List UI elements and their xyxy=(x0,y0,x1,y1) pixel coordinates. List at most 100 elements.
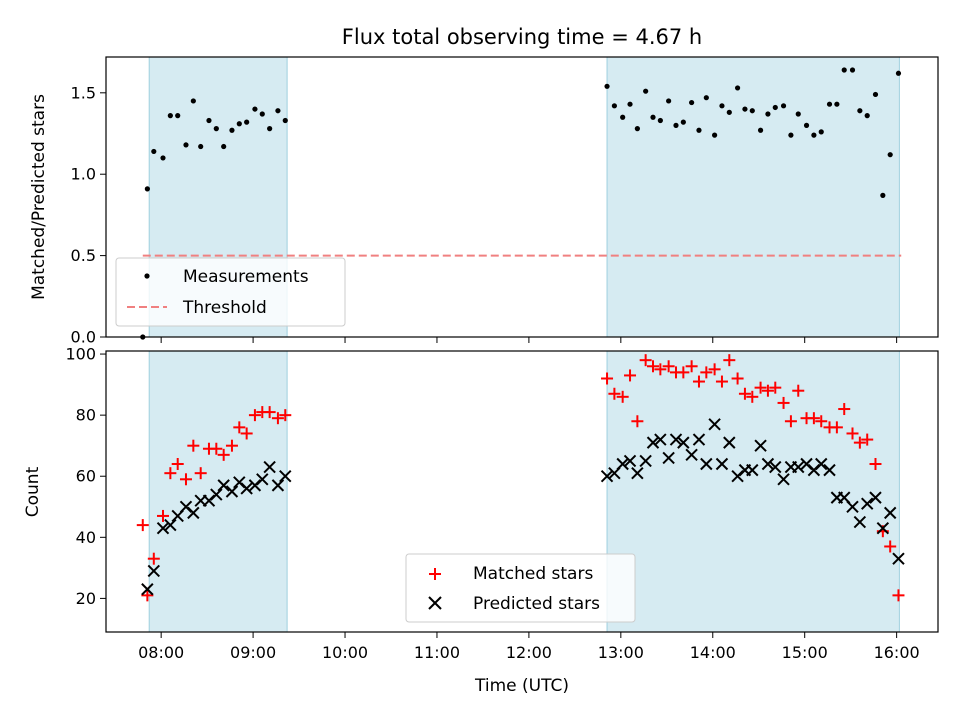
measurement-point xyxy=(650,114,656,120)
measurement-point xyxy=(880,192,886,198)
measurement-point xyxy=(259,111,265,117)
x-axis-label: Time (UTC) xyxy=(474,676,569,696)
measurements-legend-marker xyxy=(144,273,150,279)
matched-star-point xyxy=(187,439,200,452)
measurement-point xyxy=(198,143,204,150)
measurement-point xyxy=(206,117,212,124)
measurement-point xyxy=(160,155,166,161)
predicted-star-point xyxy=(861,497,874,510)
matched-star-point xyxy=(838,403,851,416)
top-legend-box xyxy=(115,257,346,327)
matched-star-point xyxy=(692,375,705,388)
predicted-stars-legend-marker xyxy=(428,596,442,610)
y-tick-label: 80 xyxy=(76,406,96,425)
predicted-star-point xyxy=(700,457,713,471)
predicted-star-point xyxy=(217,479,230,492)
measurements-legend-label: Measurements xyxy=(183,267,309,287)
matched-star-point xyxy=(179,473,192,486)
predicted-star-point xyxy=(777,473,790,486)
predicted-star-point xyxy=(892,552,905,565)
bottom-legend: Matched stars Predicted stars xyxy=(405,553,636,623)
measurement-point xyxy=(689,99,695,106)
measurement-point xyxy=(757,127,764,133)
matched-star-point xyxy=(715,375,728,388)
matched-star-point xyxy=(279,409,292,422)
predicted-star-point xyxy=(754,439,767,452)
measurement-point xyxy=(666,98,672,104)
matched-star-point xyxy=(263,406,276,419)
measurement-point xyxy=(627,101,633,107)
measurement-point xyxy=(620,114,626,120)
measurement-point xyxy=(849,67,856,73)
measurement-point xyxy=(175,113,181,119)
predicted-star-point xyxy=(639,454,652,468)
y-tick-label: 1.5 xyxy=(71,83,96,102)
top-plot-frame xyxy=(105,56,939,338)
predicted-star-point xyxy=(279,470,292,483)
predicted-star-point xyxy=(746,463,759,477)
measurement-point xyxy=(734,85,741,91)
predicted-star-point xyxy=(210,488,223,501)
predicted-star-point xyxy=(263,460,276,474)
matched-star-point xyxy=(700,366,713,379)
measurement-point xyxy=(151,148,157,155)
x-tick-label: 15:00 xyxy=(782,643,828,662)
measurement-point xyxy=(749,108,755,114)
matched-star-point xyxy=(624,369,637,382)
measurement-point xyxy=(765,111,771,117)
matched-star-point xyxy=(723,354,736,367)
measurement-point xyxy=(742,106,748,112)
matched-star-point xyxy=(248,409,261,422)
matched-star-point xyxy=(601,372,614,385)
top-shaded-intervals xyxy=(148,56,900,338)
predicted-star-point xyxy=(815,457,828,471)
measurement-point xyxy=(604,83,610,89)
top-y-axis-label: Matched/Predicted stars xyxy=(29,94,49,300)
x-tick-label: 16:00 xyxy=(874,643,920,662)
measurement-point xyxy=(795,111,801,117)
predicted-star-point xyxy=(240,482,253,495)
matched-star-point xyxy=(210,442,223,455)
predicted-stars-series xyxy=(141,418,905,596)
y-tick-label: 1.0 xyxy=(71,165,96,184)
measurement-point xyxy=(275,108,281,114)
predicted-star-point xyxy=(662,451,675,465)
x-tick-label: 10:00 xyxy=(322,643,368,662)
predicted-star-point xyxy=(769,460,782,474)
predicted-star-point xyxy=(271,479,285,492)
measurement-point xyxy=(190,98,196,104)
bottom-y-axis: 20 40 60 80 100 xyxy=(65,345,106,608)
predicted-star-point xyxy=(708,418,721,431)
measurement-point xyxy=(887,152,893,158)
matched-star-point xyxy=(807,412,820,425)
predicted-star-point xyxy=(677,436,690,449)
bottom-plot-frame xyxy=(105,350,939,633)
measurement-point xyxy=(611,103,617,109)
matched-star-point xyxy=(754,381,767,394)
measurement-point xyxy=(213,126,219,132)
measurement-point xyxy=(895,70,902,76)
predicted-stars-legend-label: Predicted stars xyxy=(473,594,600,614)
predicted-star-point xyxy=(692,433,706,446)
measurement-point xyxy=(772,104,778,111)
predicted-star-point xyxy=(156,521,170,535)
matched-star-point xyxy=(225,439,238,452)
matched-star-point xyxy=(136,519,149,532)
predicted-star-point xyxy=(623,454,637,468)
matched-star-point xyxy=(164,467,177,480)
predicted-star-point xyxy=(761,457,775,471)
matched-star-point xyxy=(616,390,629,403)
matched-star-point xyxy=(194,467,207,480)
bottom-legend-box xyxy=(405,553,636,623)
measurement-point xyxy=(780,103,787,109)
measurement-point xyxy=(841,67,847,73)
bottom-x-axis: 08:00 09:00 10:00 11:00 12:00 13:00 14:00 15:00… xyxy=(138,632,920,662)
shaded-interval xyxy=(606,56,900,338)
predicted-star-point xyxy=(669,433,683,446)
top-x-ticks xyxy=(160,337,898,343)
predicted-star-point xyxy=(654,433,667,446)
measurement-point xyxy=(826,101,833,107)
matched-star-point xyxy=(217,448,230,461)
measurement-point xyxy=(872,91,879,98)
